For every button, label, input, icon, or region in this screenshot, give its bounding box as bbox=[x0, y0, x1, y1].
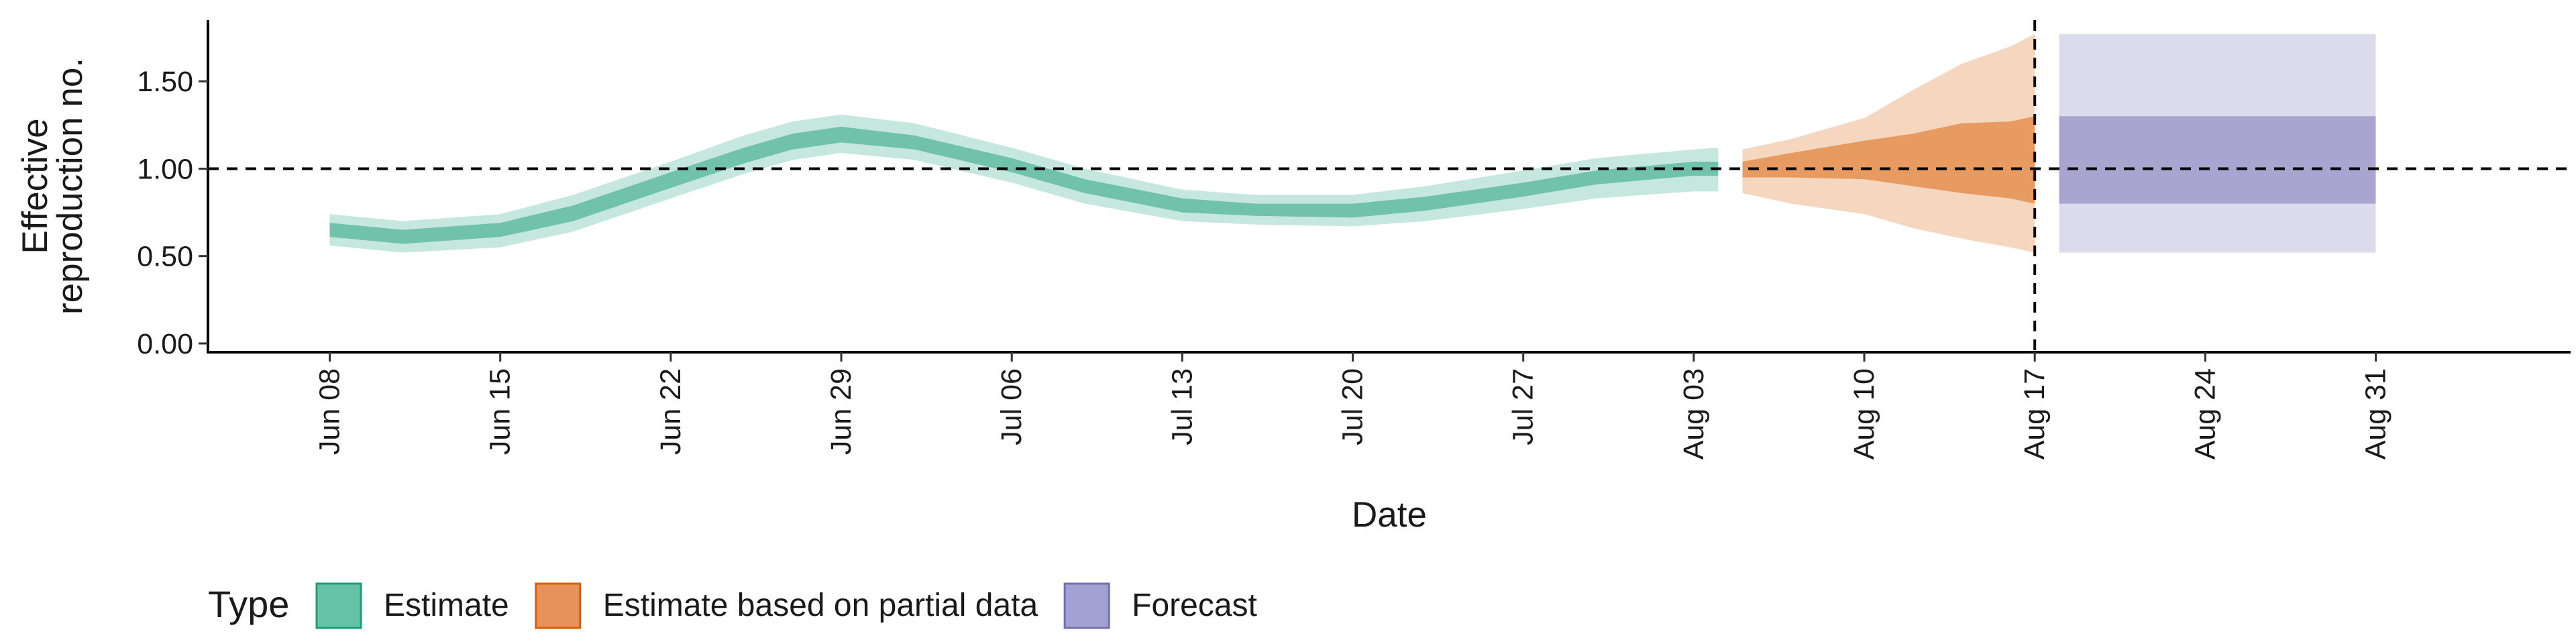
x-tick-label-0: Jun 08 bbox=[314, 368, 346, 455]
legend-swatch-estimate bbox=[315, 582, 362, 629]
y-axis-title-line-1: reproduction no. bbox=[50, 58, 90, 315]
legend-label-forecast: Forecast bbox=[1132, 588, 1257, 623]
x-tick-label-3: Jun 29 bbox=[825, 368, 857, 455]
x-tick-label-12: Aug 31 bbox=[2360, 368, 2392, 460]
estimate-band-90 bbox=[329, 114, 1719, 253]
legend-label-estimate: Estimate bbox=[384, 588, 509, 623]
axes: 0.00 0.50 1.00 1.50 Jun 08 Jun 15 Jun 22 Jun 29… bbox=[137, 20, 2571, 460]
y-tick-label-2: 1.00 bbox=[137, 153, 193, 185]
x-tick-label-8: Aug 03 bbox=[1678, 368, 1710, 460]
legend-label-estimate-based-on-partial-data: Estimate based on partial data bbox=[603, 588, 1038, 623]
y-tick-label-0: 0.00 bbox=[137, 328, 193, 360]
estimate-band-50 bbox=[329, 126, 1719, 244]
legend-swatch-forecast bbox=[1063, 582, 1110, 629]
y-tick-label-1: 0.50 bbox=[137, 241, 193, 273]
y-axis-title: Effectivereproduction no. bbox=[15, 58, 90, 315]
x-tick-label-5: Jul 13 bbox=[1166, 368, 1198, 445]
forecast-band-50 bbox=[2059, 116, 2376, 204]
x-tick-label-2: Jun 22 bbox=[655, 368, 687, 455]
x-tick-label-1: Jun 15 bbox=[484, 368, 517, 455]
legend-swatch-estimate-based-on-partial-data bbox=[535, 582, 582, 629]
legend: Type Estimate Estimate based on partial da… bbox=[208, 582, 1257, 629]
y-tick-label-3: 1.50 bbox=[137, 66, 193, 98]
estimate-based-on-partial-data-band-50 bbox=[1742, 116, 2035, 204]
x-tick-label-4: Jul 06 bbox=[996, 368, 1028, 445]
x-tick-label-9: Aug 10 bbox=[1848, 368, 1880, 460]
x-tick-label-7: Jul 27 bbox=[1507, 368, 1540, 445]
x-tick-label-6: Jul 20 bbox=[1337, 368, 1369, 445]
x-tick-label-10: Aug 17 bbox=[2019, 368, 2051, 460]
x-axis-title: Date bbox=[1352, 495, 1427, 535]
ribbon-layer bbox=[329, 34, 2376, 253]
y-axis-title-line-0: Effective bbox=[15, 118, 55, 254]
legend-title: Type bbox=[208, 583, 289, 625]
x-tick-label-11: Aug 24 bbox=[2189, 368, 2221, 460]
